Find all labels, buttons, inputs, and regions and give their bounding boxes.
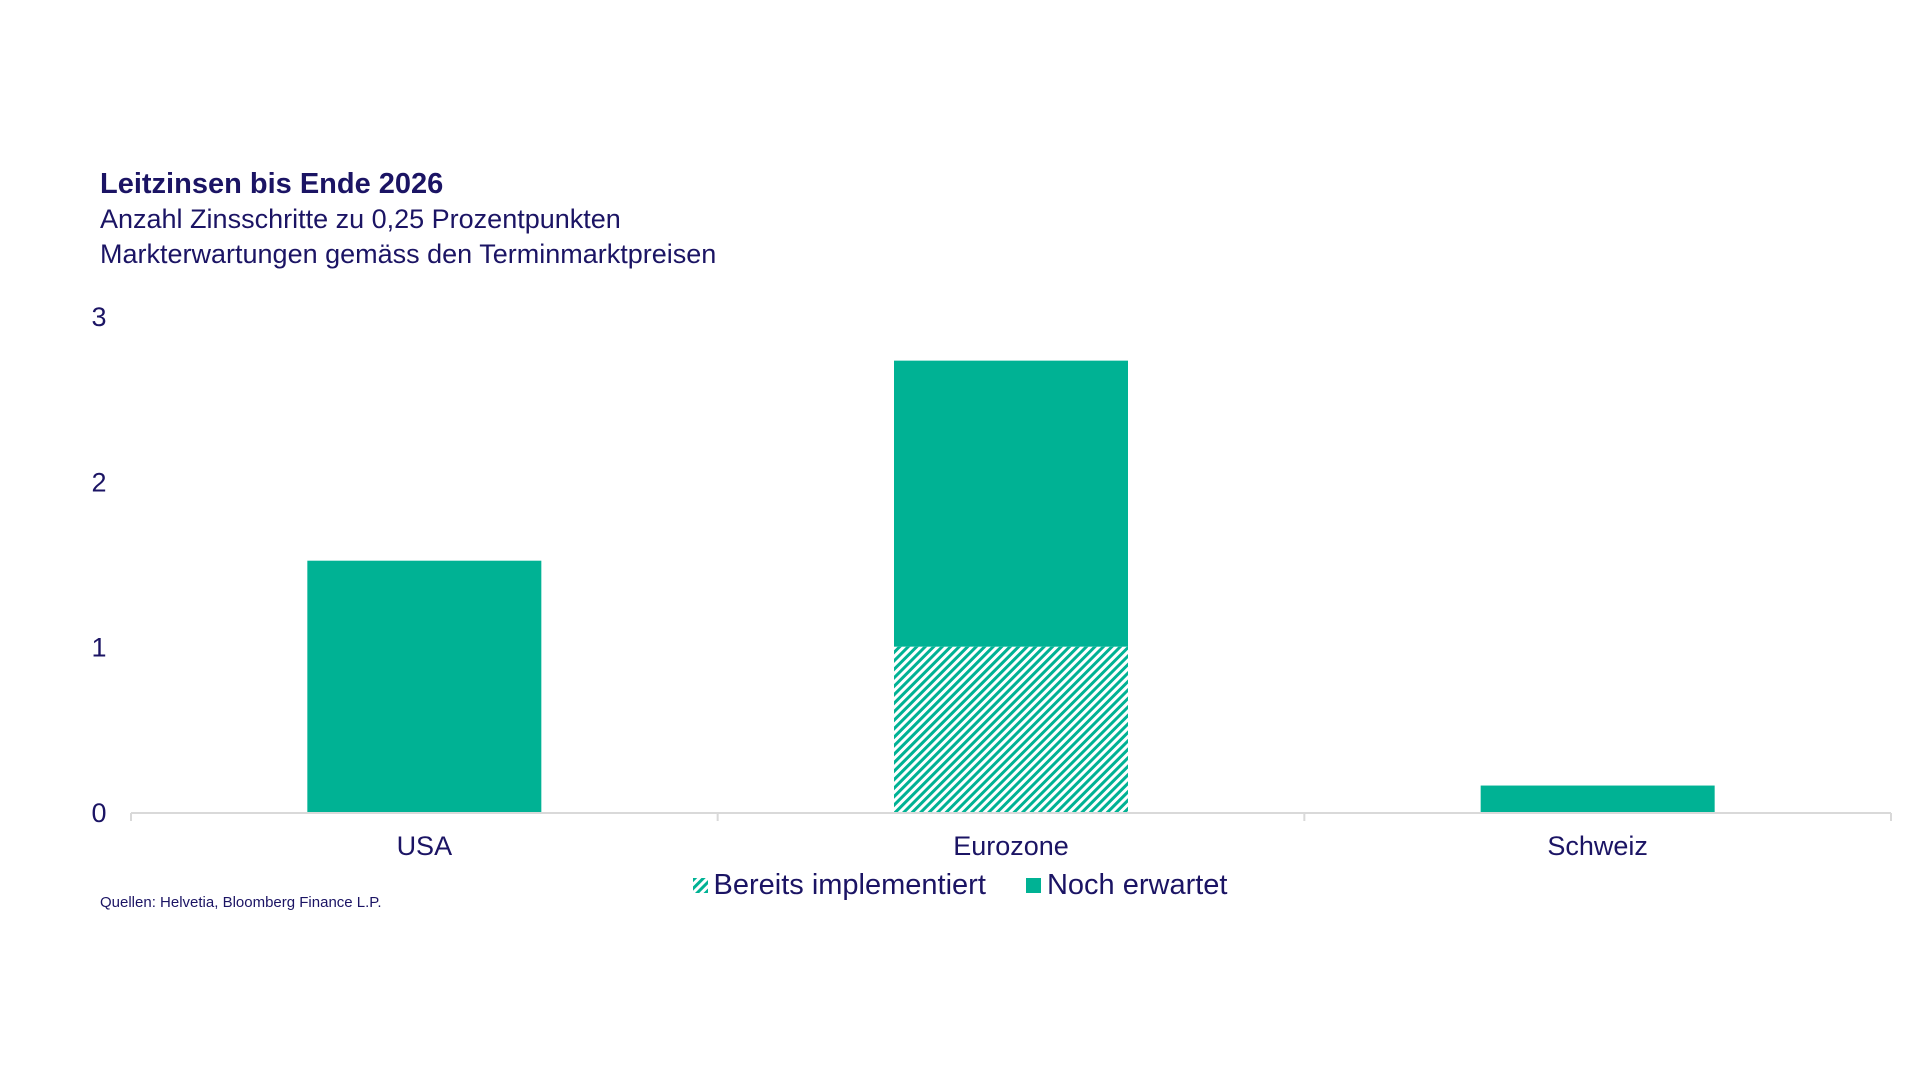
y-tick-label: 2 bbox=[91, 467, 106, 497]
bar-eurozone-expected bbox=[894, 360, 1128, 647]
y-tick-label: 3 bbox=[91, 302, 106, 332]
bar-schweiz-expected bbox=[1480, 785, 1715, 812]
y-tick-label: 0 bbox=[91, 798, 106, 828]
legend-label-implemented: Bereits implementiert bbox=[713, 869, 986, 901]
bar-usa-expected bbox=[307, 560, 542, 812]
x-category-label: Schweiz bbox=[1547, 831, 1648, 861]
solid-swatch-icon bbox=[1025, 878, 1041, 893]
hatched-swatch-icon bbox=[692, 878, 708, 893]
legend-item-expected: Noch erwartet bbox=[1025, 869, 1228, 902]
legend-label-expected: Noch erwartet bbox=[1046, 869, 1228, 901]
chart-subtitle-1: Anzahl Zinsschritte zu 0,25 Prozentpunkt… bbox=[100, 204, 621, 234]
y-axis: 0 1 2 3 bbox=[91, 302, 106, 828]
source-note: Quellen: Helvetia, Bloomberg Finance L.P… bbox=[100, 894, 382, 911]
bars bbox=[307, 360, 1715, 812]
bar-eurozone-implemented bbox=[894, 646, 1128, 812]
chart-header: Leitzinsen bis Ende 2026 Anzahl Zinsschr… bbox=[100, 166, 716, 272]
x-category-label: Eurozone bbox=[953, 831, 1069, 861]
chart-title: Leitzinsen bis Ende 2026 bbox=[100, 168, 444, 200]
x-axis: USA Eurozone Schweiz bbox=[130, 813, 1892, 861]
x-category-label: USA bbox=[397, 831, 453, 861]
chart-subtitle-2: Markterwartungen gemäss den Terminmarktp… bbox=[100, 239, 717, 269]
legend-item-implemented: Bereits implementiert bbox=[692, 869, 986, 902]
legend: Bereits implementiert Noch erwartet bbox=[0, 868, 1920, 902]
y-tick-label: 1 bbox=[91, 633, 106, 663]
